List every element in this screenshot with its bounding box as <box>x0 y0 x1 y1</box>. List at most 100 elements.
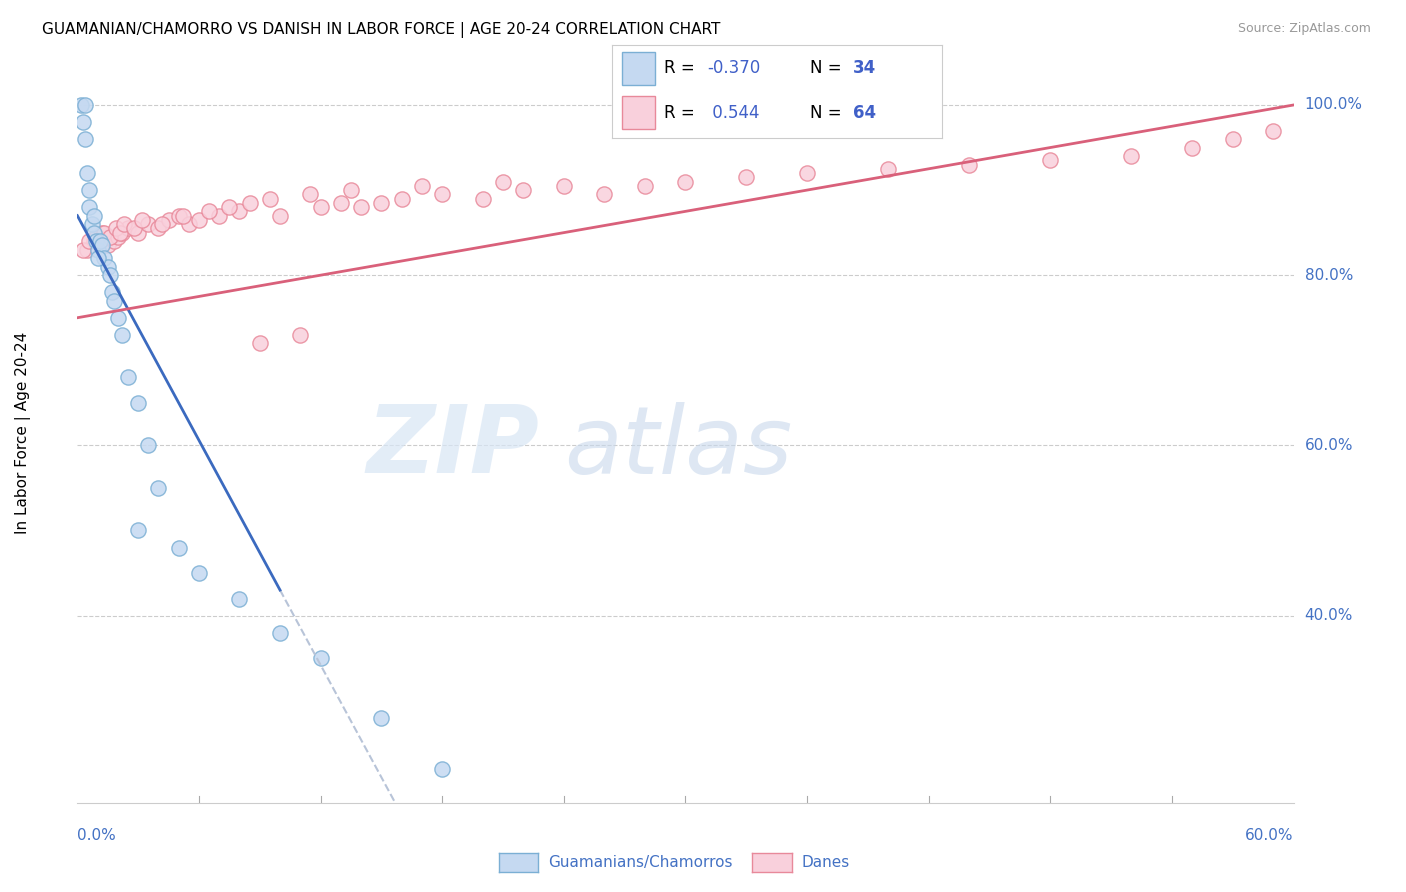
Text: atlas: atlas <box>564 402 792 493</box>
Text: -0.370: -0.370 <box>707 60 761 78</box>
Point <box>391 192 413 206</box>
Point <box>370 195 392 210</box>
Point <box>167 541 190 555</box>
Point <box>79 183 101 197</box>
Point <box>290 327 312 342</box>
Point <box>957 157 980 171</box>
Point <box>83 226 105 240</box>
Text: R =: R = <box>665 103 700 121</box>
Point <box>1039 153 1062 168</box>
Point <box>101 285 124 300</box>
Point <box>86 251 108 265</box>
Point <box>103 234 125 248</box>
Point <box>111 327 134 342</box>
Point <box>877 161 900 176</box>
Text: In Labor Force | Age 20-24: In Labor Force | Age 20-24 <box>14 332 31 533</box>
Point <box>108 226 131 240</box>
Point <box>430 187 453 202</box>
Text: 60.0%: 60.0% <box>1305 438 1353 453</box>
Bar <box>621 96 655 129</box>
Point <box>136 438 159 452</box>
Point <box>188 566 211 580</box>
Point <box>167 209 190 223</box>
Point <box>492 175 515 189</box>
Point <box>218 200 240 214</box>
Point <box>98 268 121 283</box>
Point <box>107 310 129 325</box>
Point <box>76 243 98 257</box>
Point <box>117 221 139 235</box>
Point <box>90 226 112 240</box>
Point <box>75 98 97 112</box>
Point <box>329 195 352 210</box>
Text: 40.0%: 40.0% <box>1305 608 1353 624</box>
Point <box>89 234 111 248</box>
Point <box>249 336 271 351</box>
Point <box>309 200 332 214</box>
Text: Source: ZipAtlas.com: Source: ZipAtlas.com <box>1237 22 1371 36</box>
Point <box>84 234 107 248</box>
Point <box>93 226 115 240</box>
Point <box>735 170 758 185</box>
Text: 0.544: 0.544 <box>707 103 759 121</box>
Point <box>148 221 170 235</box>
Point <box>471 192 494 206</box>
Point <box>107 230 129 244</box>
Point <box>112 217 135 231</box>
Point <box>675 175 697 189</box>
Point <box>79 200 101 214</box>
Bar <box>621 52 655 85</box>
Point <box>269 625 291 640</box>
Point <box>86 230 108 244</box>
Point <box>83 234 105 248</box>
Point <box>122 221 145 235</box>
Point <box>104 221 127 235</box>
Point <box>127 226 149 240</box>
Point <box>430 762 453 776</box>
Point <box>239 195 262 210</box>
Point <box>1222 132 1244 146</box>
Point <box>148 481 170 495</box>
Text: 34: 34 <box>853 60 876 78</box>
Point <box>89 234 111 248</box>
Point <box>98 230 121 244</box>
Point <box>80 217 103 231</box>
Point <box>75 132 97 146</box>
Point <box>103 293 125 308</box>
Point <box>84 230 107 244</box>
Point <box>70 98 93 112</box>
Text: ZIP: ZIP <box>367 401 540 493</box>
Text: Guamanians/Chamorros: Guamanians/Chamorros <box>548 855 733 870</box>
Point <box>127 396 149 410</box>
Point <box>111 226 134 240</box>
Point <box>1263 123 1285 137</box>
Point <box>97 260 120 274</box>
Point <box>796 166 818 180</box>
Point <box>228 204 250 219</box>
Point <box>93 251 115 265</box>
Text: N =: N = <box>810 60 846 78</box>
Text: 0.0%: 0.0% <box>77 828 117 843</box>
Text: 64: 64 <box>853 103 876 121</box>
Point <box>198 204 221 219</box>
Point <box>259 192 281 206</box>
Point <box>72 115 94 129</box>
Point <box>172 209 194 223</box>
Point <box>86 243 108 257</box>
Point <box>188 212 211 227</box>
Point <box>76 166 98 180</box>
Point <box>512 183 534 197</box>
Point <box>553 178 575 193</box>
Point <box>1121 149 1143 163</box>
Point <box>72 243 94 257</box>
Point <box>370 711 392 725</box>
Point <box>411 178 433 193</box>
Point <box>131 212 153 227</box>
Point <box>350 200 373 214</box>
Text: GUAMANIAN/CHAMORRO VS DANISH IN LABOR FORCE | AGE 20-24 CORRELATION CHART: GUAMANIAN/CHAMORRO VS DANISH IN LABOR FO… <box>42 22 720 38</box>
Point <box>593 187 616 202</box>
Point <box>177 217 200 231</box>
Point <box>299 187 322 202</box>
Point <box>97 238 120 252</box>
Point <box>228 591 250 606</box>
